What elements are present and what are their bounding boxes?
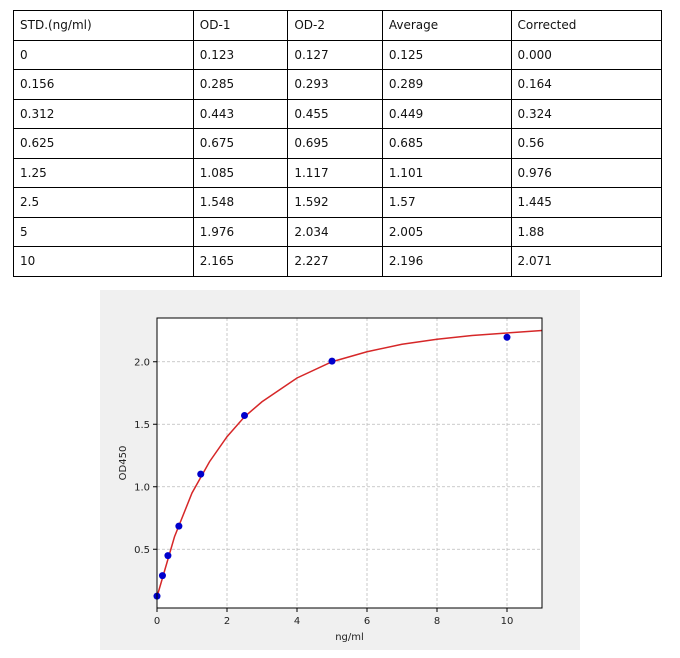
- table-row: 10 2.165 2.227 2.196 2.071: [13, 246, 663, 277]
- table-cell: OD-1: [192, 10, 289, 41]
- table-cell: 0.449: [381, 98, 512, 129]
- table-cell: 1.592: [287, 187, 383, 218]
- data-point: [503, 333, 511, 341]
- x-tick-label: 10: [501, 616, 514, 627]
- x-axis-label: ng/ml: [335, 632, 364, 643]
- table-cell: 0.324: [510, 98, 663, 129]
- table-cell: 0.695: [287, 128, 383, 159]
- table-cell: 0.685: [381, 128, 512, 159]
- table-row: 1.25 1.085 1.117 1.101 0.976: [13, 157, 663, 188]
- y-axis-label: OD450: [118, 446, 129, 481]
- table-cell: 10: [13, 246, 194, 277]
- table-cell: 0.455: [287, 98, 383, 129]
- table-cell: 0.285: [192, 69, 289, 100]
- x-tick-label: 8: [434, 616, 440, 627]
- table-cell: 0.56: [510, 128, 663, 159]
- table-cell: 2.196: [381, 246, 512, 277]
- x-tick-label: 6: [364, 616, 370, 627]
- table-cell: 0.289: [381, 69, 512, 100]
- table-row: 0.625 0.675 0.695 0.685 0.56: [13, 128, 663, 159]
- data-point: [197, 470, 205, 478]
- table-cell: 1.976: [192, 216, 289, 247]
- table-row: 5 1.976 2.034 2.005 1.88: [13, 216, 663, 247]
- table-cell: 1.101: [381, 157, 512, 188]
- table-cell: Average: [381, 10, 512, 41]
- table-cell: Corrected: [510, 10, 663, 41]
- table-cell: 0.976: [510, 157, 663, 188]
- table-cell: 0.164: [510, 69, 663, 100]
- data-table: STD.(ng/ml) OD-1 OD-2 Average Corrected 0 0.12…: [13, 10, 663, 277]
- plot-frame: [156, 317, 543, 609]
- table-cell: 1.548: [192, 187, 289, 218]
- data-point: [175, 522, 183, 530]
- table-row: 0 0.123 0.127 0.125 0.000: [13, 39, 663, 70]
- table-row: 2.5 1.548 1.592 1.57 1.445: [13, 187, 663, 218]
- table-cell: 0.625: [13, 128, 194, 159]
- x-tick-label: 4: [294, 616, 300, 627]
- y-tick-label: 0.5: [134, 545, 150, 556]
- table-cell: 0.312: [13, 98, 194, 129]
- table-cell: 2.071: [510, 246, 663, 277]
- y-tick-label: 1.5: [134, 420, 150, 431]
- table-row: 0.156 0.285 0.293 0.289 0.164: [13, 69, 663, 100]
- table-cell: 1.445: [510, 187, 663, 218]
- y-tick-label: 2.0: [134, 357, 150, 368]
- x-tick-label: 0: [154, 616, 160, 627]
- x-tick-label: 2: [224, 616, 230, 627]
- table-cell: 5: [13, 216, 194, 247]
- chart: 0 2 4 6 8 10 0.5 1.0 1.5 2.0 ng/ml OD450: [100, 290, 580, 650]
- data-point: [241, 412, 248, 419]
- table-cell: 0.000: [510, 39, 663, 70]
- table-cell: 1.085: [192, 157, 289, 188]
- table-cell: 2.034: [287, 216, 383, 247]
- table-cell: 2.005: [381, 216, 512, 247]
- table-cell: 0.156: [13, 69, 194, 100]
- table-cell: 0.127: [287, 39, 383, 70]
- table-cell: 0.443: [192, 98, 289, 129]
- table-cell: 0.125: [381, 39, 512, 70]
- table-cell: OD-2: [287, 10, 383, 41]
- table-cell: 0.123: [192, 39, 289, 70]
- fit-curve: [156, 329, 543, 597]
- data-point: [328, 357, 336, 365]
- plot-area: [157, 318, 542, 608]
- table-cell: 1.25: [13, 157, 194, 188]
- data-point: [164, 552, 172, 560]
- table-cell: 1.88: [510, 216, 663, 247]
- table-cell: 0.293: [287, 69, 383, 100]
- table-cell: 2.227: [287, 246, 383, 277]
- table-cell: 2.165: [192, 246, 289, 277]
- table-cell: 0.675: [192, 128, 289, 159]
- table-row: 0.312 0.443 0.455 0.449 0.324: [13, 98, 663, 129]
- table-cell: 0: [13, 39, 194, 70]
- table-cell: 1.117: [287, 157, 383, 188]
- table-cell: STD.(ng/ml): [13, 10, 194, 41]
- table-cell: 1.57: [381, 187, 512, 218]
- data-point: [158, 572, 166, 580]
- table-cell: 2.5: [13, 187, 194, 218]
- table-row: STD.(ng/ml) OD-1 OD-2 Average Corrected: [13, 10, 663, 41]
- y-tick-label: 1.0: [134, 482, 150, 493]
